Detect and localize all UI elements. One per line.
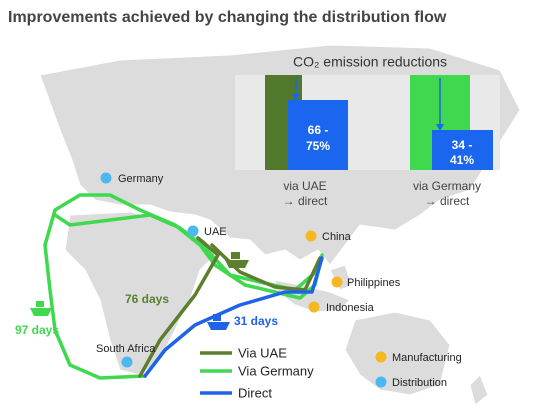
legend-label: Direct — [238, 385, 272, 400]
distribution-point — [187, 225, 199, 237]
group-label: via Germany — [413, 179, 481, 193]
place-label: Philippines — [347, 277, 401, 289]
legend-swatch — [375, 351, 387, 363]
manufacturing-point — [331, 276, 343, 288]
arrow-head — [292, 94, 300, 101]
legend-swatch — [375, 376, 387, 388]
manufacturing-point — [305, 230, 317, 242]
ship-icon — [225, 252, 249, 268]
reduction-value: 41% — [450, 153, 474, 167]
arrow-head — [436, 124, 444, 131]
ship-icon — [30, 301, 52, 316]
legend-label: Manufacturing — [392, 352, 462, 364]
place-label: China — [322, 231, 352, 243]
route-direct — [143, 256, 324, 378]
legend-label: Distribution — [392, 377, 447, 389]
after-block — [432, 130, 493, 170]
place-label: UAE — [204, 226, 227, 238]
title: Improvements achieved by changing the di… — [8, 9, 447, 26]
distribution-point — [121, 356, 133, 368]
group-label: → direct — [283, 194, 328, 208]
place-label: Germany — [118, 173, 164, 185]
route-days: 76 days — [125, 292, 169, 306]
emission-title: CO₂ emission reductions — [293, 54, 447, 70]
manufacturing-point — [308, 301, 320, 313]
legend-label: Via UAE — [238, 345, 287, 360]
after-block — [288, 100, 348, 170]
reduction-value: 75% — [306, 139, 330, 153]
route-via-uae — [138, 236, 220, 378]
ship-icon — [207, 314, 230, 330]
route-days: 97 days — [15, 323, 59, 337]
reduction-value: 34 - — [452, 138, 473, 152]
place-label: Indonesia — [326, 302, 375, 314]
group-label: → direct — [425, 194, 470, 208]
reduction-value: 66 - — [308, 123, 329, 137]
group-label: via UAE — [283, 179, 326, 193]
route-days: 31 days — [234, 314, 278, 328]
distribution-point — [100, 172, 112, 184]
legend-label: Via Germany — [238, 363, 314, 378]
place-label: South Africa — [96, 343, 156, 355]
